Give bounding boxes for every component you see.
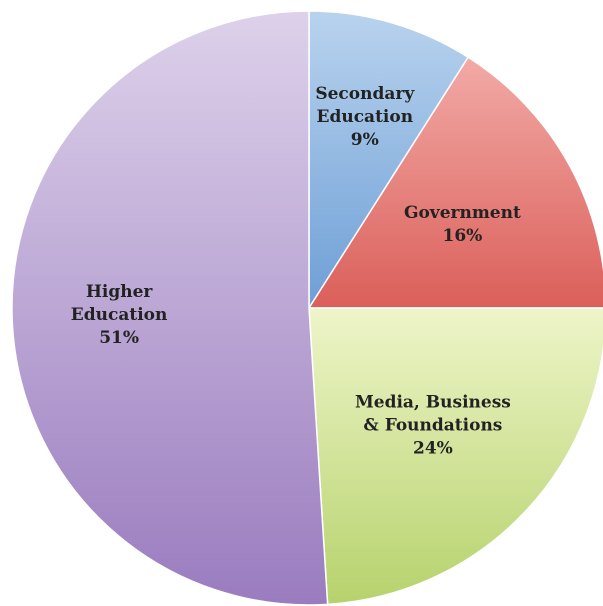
slice-name-label: & Foundations — [363, 415, 502, 435]
slice-name-label: Higher — [86, 282, 154, 302]
slice-name-label: Education — [317, 107, 414, 127]
slice-percent-label: 9% — [351, 130, 379, 150]
slice-percent-label: 16% — [442, 226, 482, 246]
slice-name-label: Government — [404, 203, 521, 223]
pie-slice-media-business-foundations — [308, 307, 603, 606]
slice-name-label: Secondary — [315, 84, 415, 104]
pie-slices — [11, 10, 603, 606]
pie-slice-secondary-education — [308, 10, 470, 311]
slice-percent-label: 24% — [413, 438, 453, 458]
slice-name-label: Education — [71, 305, 168, 325]
slice-percent-label: 51% — [99, 328, 139, 348]
pie-slice-higher-education — [11, 10, 329, 606]
pie-slice-government — [307, 56, 603, 309]
pie-labels: Secondary Education 9% Government 16% Media, … — [71, 84, 521, 458]
slice-name-label: Media, Business — [355, 392, 511, 412]
